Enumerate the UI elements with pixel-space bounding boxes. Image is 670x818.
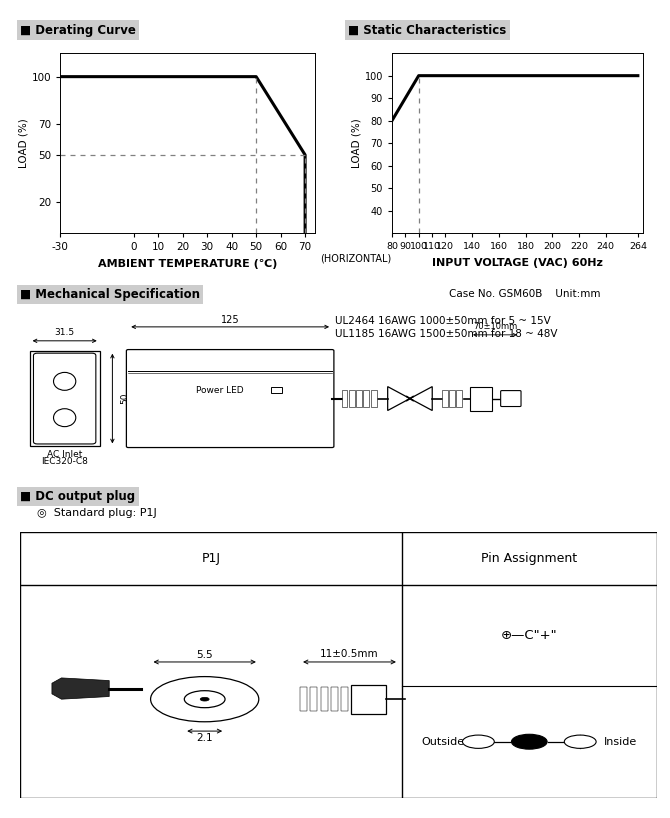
Bar (331, 687, 338, 711)
Text: 2.1: 2.1 (196, 733, 213, 743)
Circle shape (511, 735, 547, 749)
Text: (HORIZONTAL): (HORIZONTAL) (320, 253, 391, 263)
Bar (271, 388, 282, 393)
Circle shape (462, 735, 494, 748)
Text: Pin Assignment: Pin Assignment (481, 552, 578, 564)
Text: ■ Derating Curve: ■ Derating Curve (20, 24, 136, 37)
Bar (356, 390, 362, 407)
Text: 11±0.5mm: 11±0.5mm (320, 649, 379, 659)
Bar (320, 687, 328, 711)
Ellipse shape (54, 372, 76, 390)
Bar (341, 687, 348, 711)
Bar (342, 390, 347, 407)
Y-axis label: LOAD (%): LOAD (%) (19, 119, 29, 168)
Bar (371, 390, 377, 407)
Text: Outside: Outside (421, 737, 464, 747)
Text: Inside: Inside (604, 737, 638, 747)
Text: Power LED: Power LED (196, 386, 244, 395)
X-axis label: AMBIENT TEMPERATURE (℃): AMBIENT TEMPERATURE (℃) (98, 259, 277, 269)
Text: ■ Mechanical Specification: ■ Mechanical Specification (20, 288, 200, 301)
FancyBboxPatch shape (34, 353, 96, 444)
Text: 70±10mm: 70±10mm (473, 322, 517, 331)
Bar (442, 390, 448, 407)
Text: UL2464 16AWG 1000±50mm for 5 ~ 15V: UL2464 16AWG 1000±50mm for 5 ~ 15V (335, 317, 551, 326)
Text: ◎  Standard plug: P1J: ◎ Standard plug: P1J (37, 508, 157, 518)
Y-axis label: LOAD (%): LOAD (%) (352, 119, 362, 168)
Text: AC Inlet: AC Inlet (47, 450, 82, 459)
Bar (449, 390, 455, 407)
Circle shape (564, 735, 596, 748)
Text: 31.5: 31.5 (54, 328, 75, 337)
Circle shape (184, 690, 225, 708)
Bar (364, 390, 369, 407)
Bar (349, 390, 354, 407)
Text: UL1185 16AWG 1500±50mm for 18 ~ 48V: UL1185 16AWG 1500±50mm for 18 ~ 48V (335, 329, 557, 339)
Text: IEC320-C8: IEC320-C8 (42, 457, 88, 466)
Text: 125: 125 (221, 315, 239, 325)
Text: ⊕—C"+": ⊕—C"+" (501, 629, 557, 642)
Bar (470, 387, 492, 411)
Circle shape (200, 697, 209, 701)
Bar (456, 390, 462, 407)
Text: ■ Static Characteristics: ■ Static Characteristics (348, 24, 507, 37)
Text: ■ DC output plug: ■ DC output plug (20, 490, 135, 503)
FancyBboxPatch shape (127, 349, 334, 447)
FancyBboxPatch shape (500, 391, 521, 407)
Text: 50: 50 (121, 393, 130, 404)
Bar (29, 351, 100, 447)
Bar (351, 685, 386, 714)
Text: P1J: P1J (202, 552, 220, 564)
Ellipse shape (54, 409, 76, 427)
Text: 5.5: 5.5 (196, 650, 213, 660)
Circle shape (151, 676, 259, 721)
Polygon shape (52, 678, 109, 699)
Bar (310, 687, 318, 711)
Bar (300, 687, 307, 711)
Text: Case No. GSM60B    Unit:mm: Case No. GSM60B Unit:mm (449, 290, 600, 299)
X-axis label: INPUT VOLTAGE (VAC) 60Hz: INPUT VOLTAGE (VAC) 60Hz (432, 258, 603, 268)
